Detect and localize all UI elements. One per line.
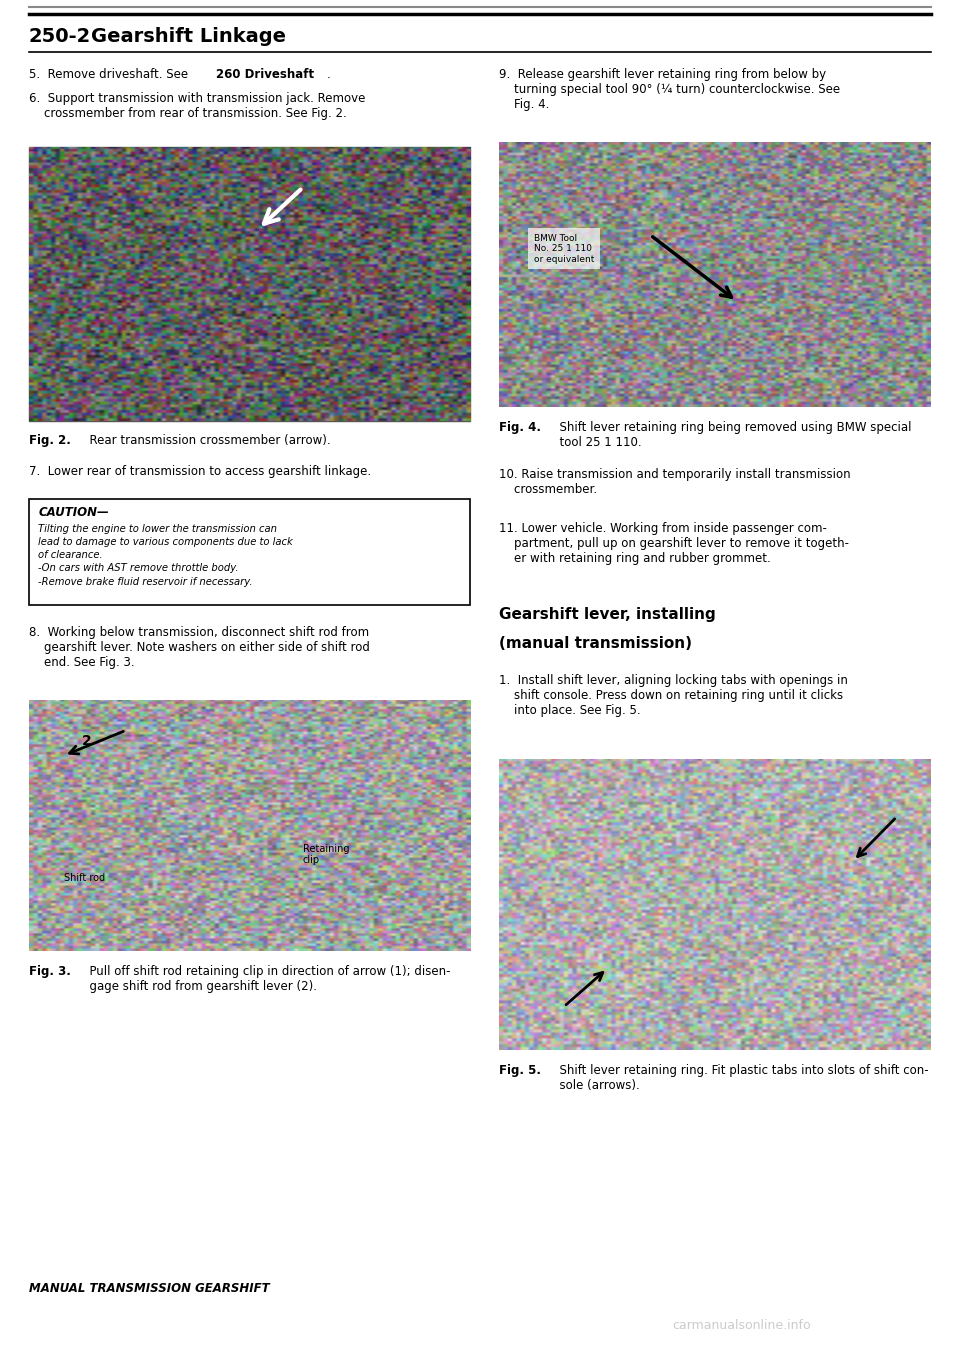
Text: carmanualsonline.info: carmanualsonline.info	[672, 1319, 810, 1333]
Text: Retaining
clip: Retaining clip	[302, 844, 349, 866]
Text: Fig. 4.: Fig. 4.	[499, 421, 541, 434]
Text: 8.  Working below transmission, disconnect shift rod from
    gearshift lever. N: 8. Working below transmission, disconnec…	[29, 626, 370, 669]
Text: 2: 2	[82, 734, 91, 749]
Text: 6533: 6533	[893, 1039, 918, 1049]
Text: .: .	[326, 68, 330, 81]
Text: 10. Raise transmission and temporarily install transmission
    crossmember.: 10. Raise transmission and temporarily i…	[499, 468, 851, 497]
Text: Fig. 5.: Fig. 5.	[499, 1064, 541, 1077]
Text: 9.  Release gearshift lever retaining ring from below by
    turning special too: 9. Release gearshift lever retaining rin…	[499, 68, 840, 111]
Text: Gearshift lever, installing: Gearshift lever, installing	[499, 607, 716, 622]
Text: 260 Driveshaft: 260 Driveshaft	[216, 68, 314, 81]
Text: 5.  Remove driveshaft. See: 5. Remove driveshaft. See	[29, 68, 192, 81]
Text: Rear transmission crossmember (arrow).: Rear transmission crossmember (arrow).	[82, 434, 330, 448]
Text: Pull off shift rod retaining clip in direction of arrow (1); disen-
  gage shift: Pull off shift rod retaining clip in dir…	[82, 965, 450, 993]
FancyBboxPatch shape	[29, 499, 470, 605]
Text: BMW Tool
No. 25 1 110
or equivalent: BMW Tool No. 25 1 110 or equivalent	[534, 233, 594, 263]
Text: 1.  Install shift lever, aligning locking tabs with openings in
    shift consol: 1. Install shift lever, aligning locking…	[499, 674, 848, 718]
Text: (manual transmission): (manual transmission)	[499, 636, 692, 651]
Text: 6531: 6531	[422, 940, 447, 950]
Text: Fig. 3.: Fig. 3.	[29, 965, 71, 978]
Text: Tilting the engine to lower the transmission can
lead to damage to various compo: Tilting the engine to lower the transmis…	[38, 524, 293, 586]
Text: CAUTION—: CAUTION—	[38, 506, 109, 520]
Text: Fig. 2.: Fig. 2.	[29, 434, 71, 448]
Text: Gearshift Linkage: Gearshift Linkage	[91, 27, 286, 46]
Text: 11. Lower vehicle. Working from inside passenger com-
    partment, pull up on g: 11. Lower vehicle. Working from inside p…	[499, 522, 850, 566]
Text: 6532: 6532	[893, 396, 918, 406]
Text: MANUAL TRANSMISSION GEARSHIFT: MANUAL TRANSMISSION GEARSHIFT	[29, 1282, 270, 1296]
Text: Shift rod: Shift rod	[64, 873, 106, 883]
Text: Shift lever retaining ring. Fit plastic tabs into slots of shift con-
  sole (ar: Shift lever retaining ring. Fit plastic …	[552, 1064, 928, 1092]
Text: 0013135: 0013135	[403, 410, 446, 419]
Text: 6.  Support transmission with transmission jack. Remove
    crossmember from rea: 6. Support transmission with transmissio…	[29, 92, 365, 121]
Text: 7.  Lower rear of transmission to access gearshift linkage.: 7. Lower rear of transmission to access …	[29, 465, 371, 479]
Text: 250-2: 250-2	[29, 27, 91, 46]
FancyBboxPatch shape	[29, 147, 470, 421]
Text: Shift lever retaining ring being removed using BMW special
  tool 25 1 110.: Shift lever retaining ring being removed…	[552, 421, 911, 449]
